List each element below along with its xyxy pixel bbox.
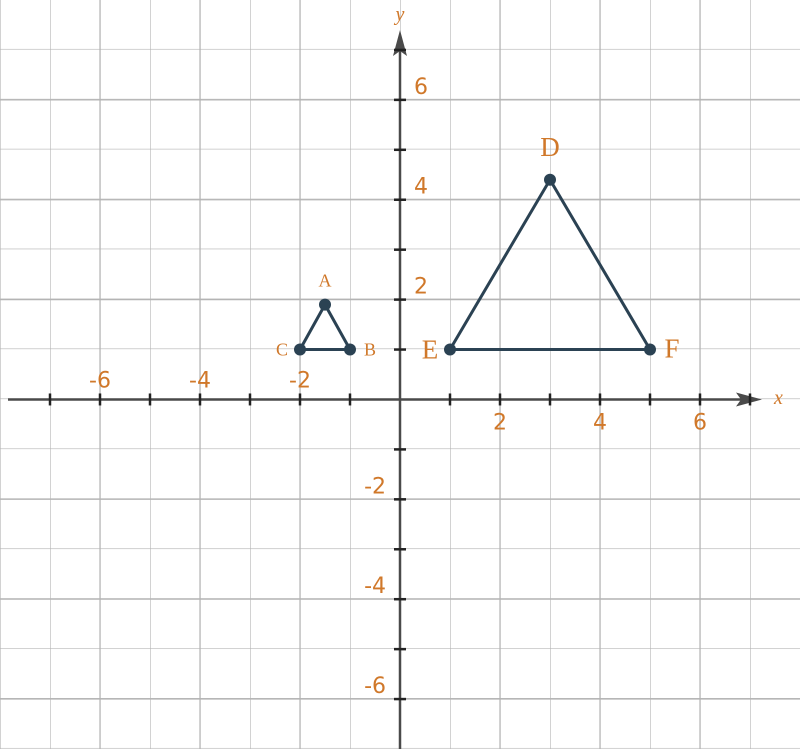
triangle-outline bbox=[298, 303, 352, 352]
x-tick-label: 4 bbox=[593, 410, 607, 435]
y-tick-label: 2 bbox=[414, 275, 428, 300]
x-tick-label: -2 bbox=[289, 368, 311, 393]
x-tick-label: 6 bbox=[693, 410, 707, 435]
point bbox=[344, 343, 356, 356]
point-label: B bbox=[364, 340, 376, 360]
point bbox=[444, 343, 456, 356]
point bbox=[319, 298, 331, 311]
point bbox=[294, 343, 306, 356]
point-label: F bbox=[664, 334, 679, 364]
y-tick-label: -6 bbox=[364, 674, 386, 699]
y-tick-label: 6 bbox=[414, 75, 428, 100]
triangle-outline bbox=[448, 178, 652, 352]
y-tick-label: -2 bbox=[364, 474, 386, 499]
point-label: E bbox=[422, 335, 439, 365]
point-label: A bbox=[319, 271, 332, 291]
y-tick-label: 4 bbox=[414, 175, 428, 200]
x-tick-label: 2 bbox=[493, 410, 507, 435]
x-tick-label: -4 bbox=[189, 368, 211, 393]
point-label: C bbox=[276, 340, 288, 360]
point-label: D bbox=[540, 132, 560, 162]
x-tick-label: -6 bbox=[89, 368, 111, 393]
y-axis-label: y bbox=[394, 4, 405, 26]
point bbox=[544, 173, 556, 186]
y-tick-label: -4 bbox=[364, 574, 386, 599]
x-axis-label: x bbox=[773, 387, 783, 409]
point bbox=[644, 343, 656, 356]
